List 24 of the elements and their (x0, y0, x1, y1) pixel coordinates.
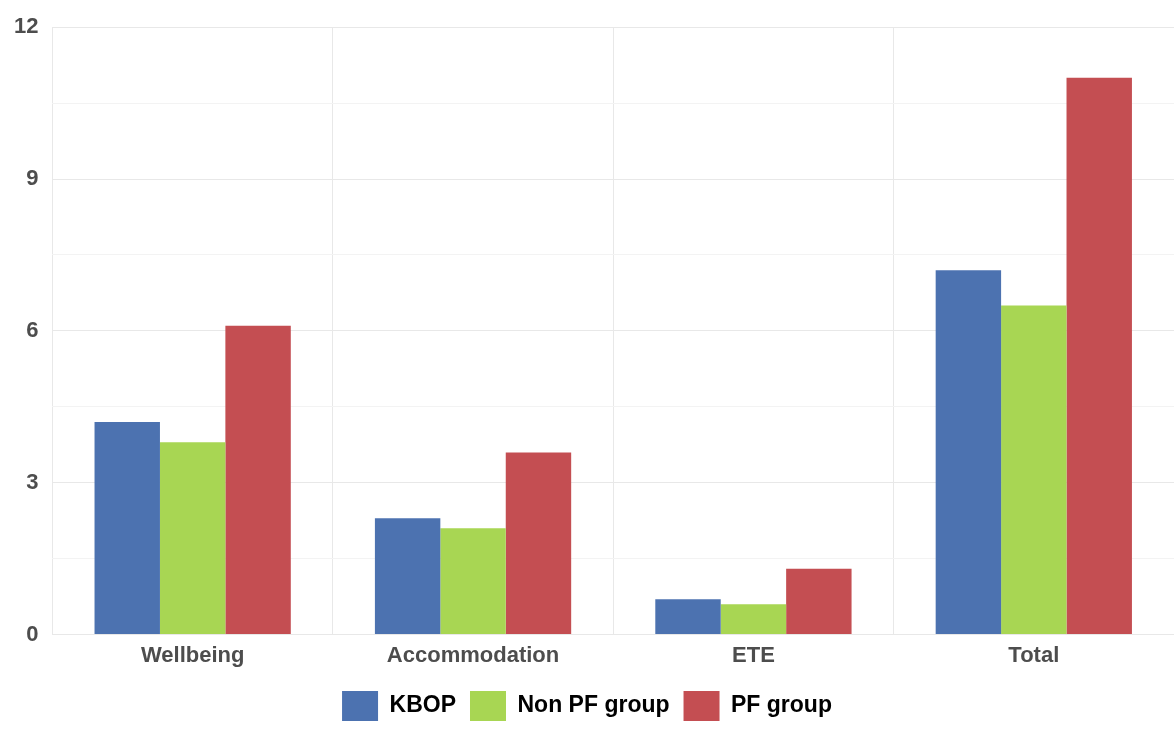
bar (720, 604, 787, 635)
bar (225, 325, 291, 635)
legend-label: PF group (731, 691, 832, 718)
bar (374, 518, 441, 635)
x-tick-label: ETE (732, 641, 775, 667)
bar (159, 442, 226, 635)
x-tick-label: Accommodation (386, 641, 560, 667)
x-tick-label: Wellbeing (140, 641, 245, 667)
bar (505, 452, 572, 635)
bar (935, 270, 1002, 635)
bar (1066, 77, 1132, 635)
bar (94, 422, 160, 635)
x-tick-label: Total (1008, 641, 1060, 667)
y-tick-label: 12 (13, 13, 39, 39)
bar (440, 528, 506, 635)
y-tick-label: 0 (26, 620, 39, 646)
bar (655, 599, 721, 635)
legend-label: Non PF group (517, 691, 670, 718)
y-tick-label: 3 (26, 468, 39, 494)
bar (1001, 305, 1067, 635)
legend-label: KBOP (389, 691, 456, 718)
bar (786, 568, 852, 635)
y-tick-label: 6 (26, 316, 39, 342)
y-tick-label: 9 (26, 165, 39, 191)
